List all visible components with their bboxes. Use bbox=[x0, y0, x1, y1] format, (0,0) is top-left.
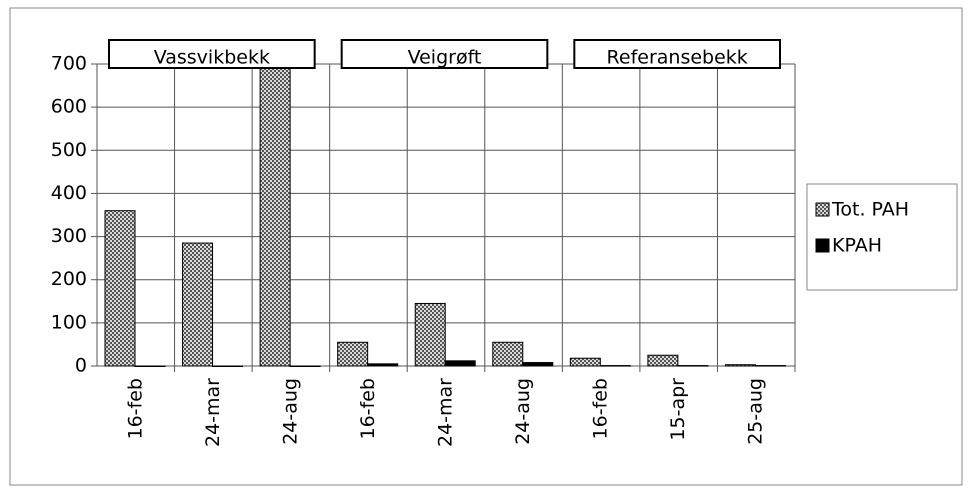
y-tick-label: 600 bbox=[51, 96, 87, 118]
legend-label: KPAH bbox=[832, 235, 882, 257]
y-tick-label: 400 bbox=[51, 182, 87, 204]
group-label: Veigrøft bbox=[408, 47, 482, 69]
bar bbox=[289, 365, 321, 367]
bar bbox=[522, 362, 554, 367]
bar bbox=[104, 210, 136, 367]
bar bbox=[337, 341, 369, 367]
bar bbox=[599, 365, 631, 367]
x-tick-label: 24-mar bbox=[202, 378, 224, 447]
bar bbox=[444, 360, 476, 367]
y-tick-label: 0 bbox=[75, 355, 87, 377]
y-tick-label: 500 bbox=[51, 139, 87, 161]
x-tick-label: 15-apr bbox=[667, 378, 689, 441]
y-tick-label: 200 bbox=[51, 268, 87, 290]
chart-border bbox=[9, 7, 963, 486]
x-tick-label: 24-mar bbox=[435, 378, 457, 447]
bar bbox=[182, 242, 214, 367]
bar bbox=[677, 365, 709, 367]
bar bbox=[414, 302, 446, 367]
group-box bbox=[340, 39, 549, 69]
group-box bbox=[573, 39, 781, 69]
y-tick-label: 100 bbox=[51, 311, 87, 333]
x-tick-label: 25-aug bbox=[745, 378, 767, 445]
bar bbox=[259, 63, 291, 367]
group-box bbox=[108, 39, 316, 69]
y-tick-label: 700 bbox=[51, 53, 87, 75]
bar bbox=[647, 354, 679, 367]
x-tick-label: 24-aug bbox=[279, 378, 301, 445]
bar bbox=[492, 341, 524, 367]
group-label: Referansebekk bbox=[607, 47, 748, 69]
legend-swatch bbox=[815, 238, 830, 253]
bar bbox=[134, 365, 166, 367]
bar bbox=[569, 357, 601, 367]
x-tick-label: 24-aug bbox=[512, 378, 534, 445]
y-tick-label: 300 bbox=[51, 225, 87, 247]
x-tick-label: 16-feb bbox=[590, 378, 612, 439]
x-tick-label: 16-feb bbox=[124, 378, 146, 439]
legend-label: Tot. PAH bbox=[831, 199, 909, 221]
bar bbox=[212, 365, 244, 367]
legend-box bbox=[806, 183, 958, 291]
bar bbox=[724, 364, 756, 367]
legend-swatch bbox=[815, 202, 830, 217]
x-tick-label: 16-feb bbox=[357, 378, 379, 439]
group-label: Vassvikbekk bbox=[154, 47, 270, 69]
bar bbox=[754, 365, 786, 367]
bar bbox=[367, 363, 399, 367]
